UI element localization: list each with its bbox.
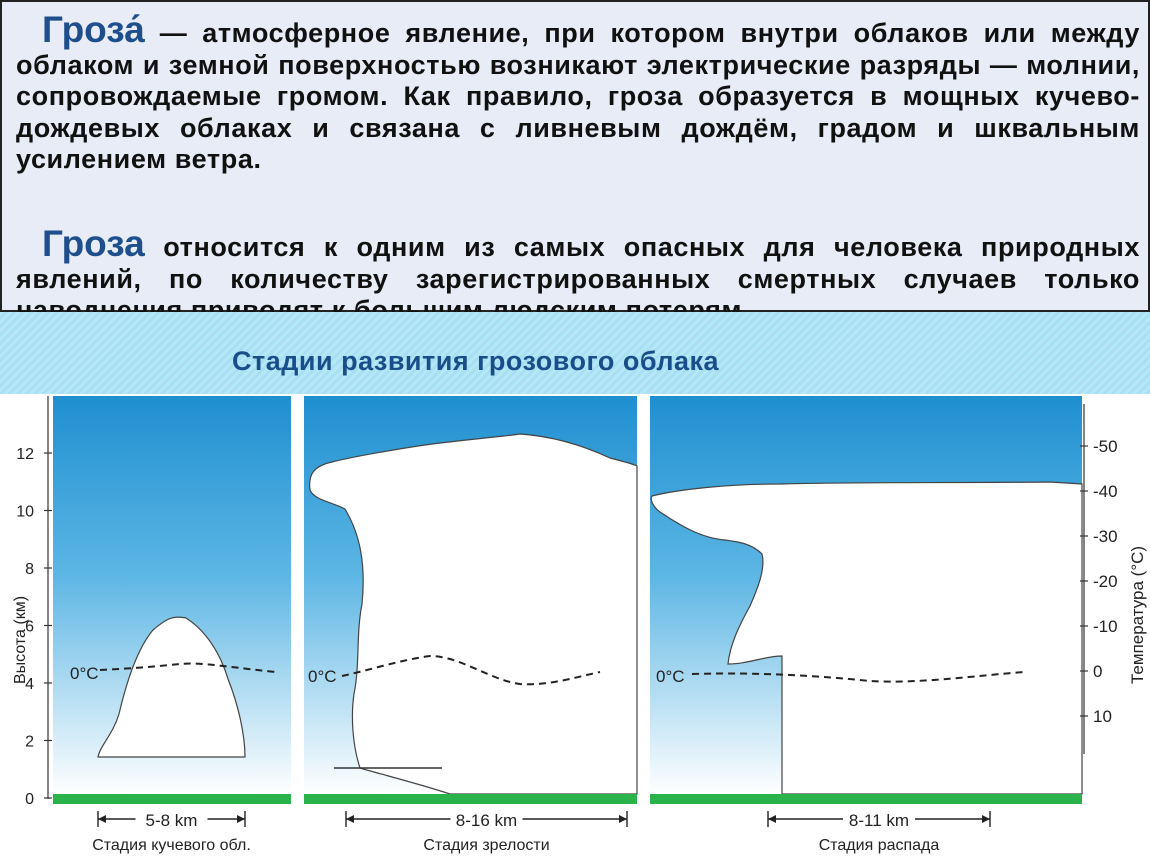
height-tick-label: 0: [25, 791, 34, 808]
freezing-label-3: 0°C: [656, 667, 685, 686]
freezing-label-1: 0°C: [70, 664, 99, 683]
definition-text: — атмосферное явление, при котором внутр…: [16, 18, 1140, 174]
storm-stages-diagram: 0°C 0°C 0°C 0 2 4 6 8 10 12 Высота (км) -50 -40…: [0, 394, 1150, 864]
width-marker-arrow: [237, 815, 245, 823]
height-tick-label: 2: [25, 734, 34, 751]
ground-3: [650, 794, 1082, 804]
height-tick-label: 10: [16, 504, 34, 521]
temperature-tick-label: -10: [1093, 617, 1118, 636]
freezing-line-1: [99, 662, 276, 673]
width-label: 8-16 km: [456, 811, 517, 830]
width-marker-arrow: [982, 815, 990, 823]
freezing-label-2: 0°C: [308, 667, 337, 686]
freezing-line-2: [341, 654, 601, 686]
term-heading-2: Гроза: [42, 223, 145, 264]
width-label-bg: [135, 807, 208, 829]
width-label-bg: [450, 807, 523, 829]
temperature-tick-label: -20: [1093, 572, 1118, 591]
figure-title: Стадии развития грозового облака: [232, 346, 720, 376]
width-label-bg: [843, 807, 915, 829]
temperature-tick-label: 0: [1093, 662, 1102, 681]
diagram-canvas: 0°C 0°C 0°C 0 2 4 6 8 10 12 Высота (км) -50 -40…: [12, 396, 1147, 854]
height-tick-label: 6: [25, 619, 34, 636]
temperature-tick-label: -50: [1093, 437, 1118, 456]
ground-1: [53, 794, 291, 804]
temperature-tick-label: -40: [1093, 482, 1118, 501]
temperature-axis-label: Температура (°С): [1128, 546, 1147, 684]
width-marker-arrow: [346, 815, 354, 823]
temperature-tick-label: 10: [1093, 707, 1112, 726]
stage-caption: Стадия распада: [819, 837, 940, 854]
height-axis-label: Высота (км): [12, 596, 29, 684]
stage-caption: Стадия зрелости: [423, 837, 549, 854]
width-marker-arrow: [98, 815, 106, 823]
temperature-tick-label: -30: [1093, 527, 1118, 546]
cumulus-cloud: [97, 616, 246, 758]
height-tick-label: 8: [25, 561, 34, 578]
height-tick-label: 12: [16, 446, 34, 463]
ground-2: [304, 794, 637, 804]
dissipating-anvil: [650, 481, 1083, 795]
mature-cumulonimbus: [309, 433, 638, 795]
text-panel: Гроза́ — атмосферное явление, при которо…: [0, 0, 1150, 325]
stage-caption: Стадия кучевого обл.: [92, 837, 251, 854]
term-heading: Гроза́: [42, 9, 145, 50]
height-tick-label: 4: [25, 676, 34, 693]
definition-paragraph: Гроза́ — атмосферное явление, при которо…: [16, 11, 1140, 176]
width-marker-arrow: [619, 815, 627, 823]
width-marker-arrow: [768, 815, 776, 823]
title-band: [0, 312, 1150, 394]
width-label: 8-11 km: [849, 811, 909, 830]
width-label: 5-8 km: [146, 811, 198, 830]
